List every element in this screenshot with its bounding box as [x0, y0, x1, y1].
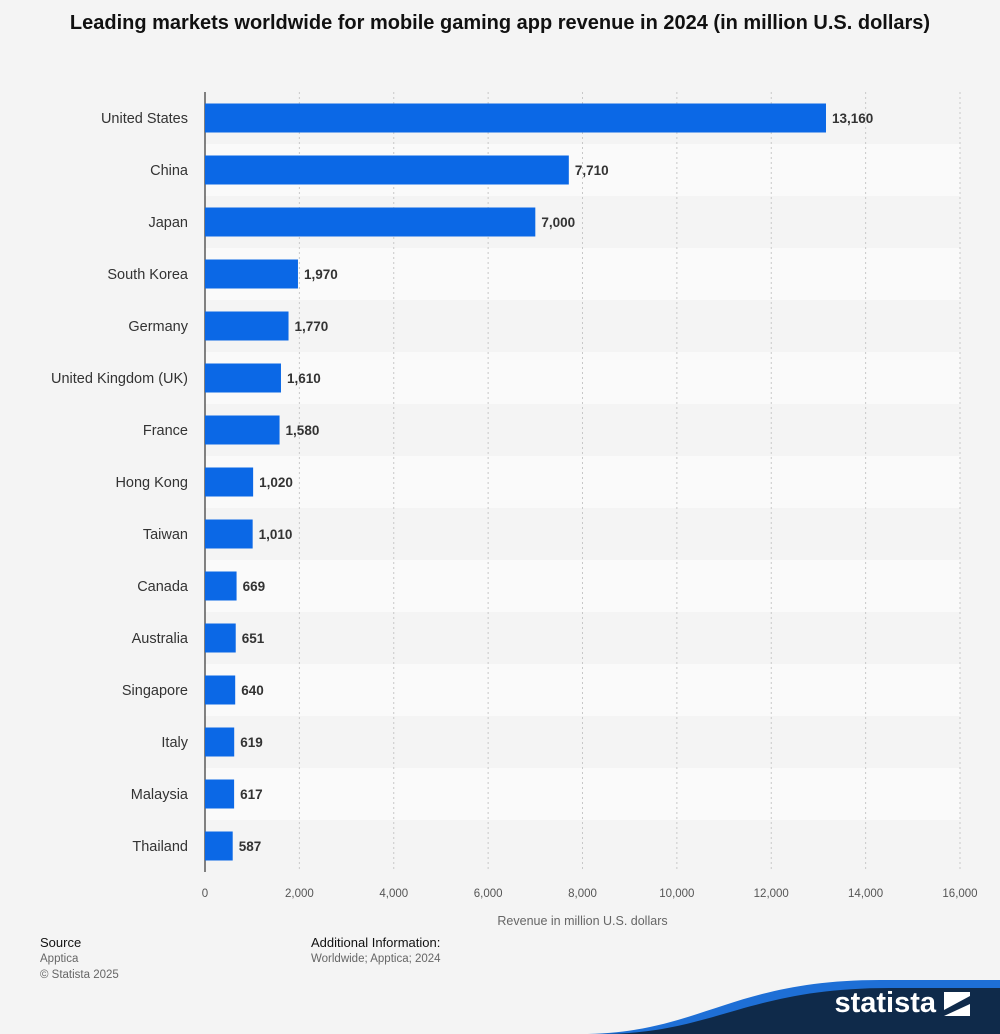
bar [205, 207, 536, 237]
category-label: Thailand [132, 839, 188, 855]
bar [205, 363, 281, 393]
bar [205, 623, 236, 653]
category-label: South Korea [107, 267, 189, 283]
additional-info-text: Worldwide; Apptica; 2024 [311, 953, 441, 965]
value-label: 13,160 [832, 111, 873, 126]
value-label: 1,020 [259, 475, 293, 490]
category-label: Singapore [122, 683, 188, 699]
additional-info-heading: Additional Information: [311, 935, 441, 950]
x-tick-label: 4,000 [379, 888, 408, 900]
x-tick-label: 8,000 [568, 888, 597, 900]
x-tick-label: 10,000 [659, 888, 694, 900]
statista-logo[interactable]: statista [834, 987, 970, 1020]
x-tick-label: 0 [202, 888, 208, 900]
value-label: 7,710 [575, 163, 609, 178]
category-label: Malaysia [131, 787, 189, 803]
category-label: France [143, 423, 188, 439]
value-label: 1,580 [286, 423, 320, 438]
additional-info-block: Additional Information: Worldwide; Appti… [311, 935, 441, 967]
category-label: Canada [137, 579, 189, 595]
value-label: 669 [243, 579, 266, 594]
statista-wordmark: statista [834, 987, 936, 1019]
bar [205, 727, 235, 757]
value-label: 1,010 [259, 527, 293, 542]
value-label: 651 [242, 631, 265, 646]
bar [205, 779, 235, 809]
x-axis-title: Revenue in million U.S. dollars [497, 914, 667, 928]
source-block: Source Apptica © Statista 2025 [40, 935, 119, 983]
category-label: Germany [128, 319, 188, 335]
bar [205, 259, 298, 289]
category-label: Italy [161, 735, 188, 751]
value-label: 1,610 [287, 371, 321, 386]
value-label: 640 [241, 683, 264, 698]
x-tick-label: 6,000 [474, 888, 503, 900]
x-tick-label: 12,000 [754, 888, 789, 900]
category-label: Australia [132, 631, 189, 647]
brand-wave-decoration [580, 980, 1000, 1034]
x-tick-label: 2,000 [285, 888, 314, 900]
category-label: Hong Kong [115, 475, 188, 491]
value-label: 7,000 [541, 215, 575, 230]
source-text[interactable]: Apptica [40, 953, 79, 965]
bar [205, 415, 280, 445]
category-label: Japan [148, 215, 188, 231]
bar [205, 571, 237, 601]
statista-logo-icon [944, 991, 970, 1016]
x-tick-label: 14,000 [848, 888, 883, 900]
bar [205, 519, 253, 549]
value-label: 619 [240, 735, 263, 750]
bar [205, 467, 254, 497]
copyright-text: © Statista 2025 [40, 969, 119, 981]
bar [205, 311, 289, 341]
category-label: Taiwan [143, 527, 188, 543]
chart-title: Leading markets worldwide for mobile gam… [69, 12, 931, 34]
value-label: 1,770 [295, 319, 329, 334]
bar [205, 675, 236, 705]
category-label: United States [101, 111, 188, 127]
source-heading: Source [40, 935, 82, 950]
value-label: 617 [240, 787, 263, 802]
x-tick-label: 16,000 [942, 888, 977, 900]
category-label: China [150, 163, 189, 179]
bar [205, 103, 826, 133]
category-label: United Kingdom (UK) [51, 371, 188, 387]
bar [205, 831, 233, 861]
value-label: 587 [239, 839, 262, 854]
value-label: 1,970 [304, 267, 338, 282]
bar-chart: 0 2,000 4,000 6,000 8,000 10,000 12,000 14,000 1… [51, 92, 978, 928]
bar [205, 155, 569, 185]
